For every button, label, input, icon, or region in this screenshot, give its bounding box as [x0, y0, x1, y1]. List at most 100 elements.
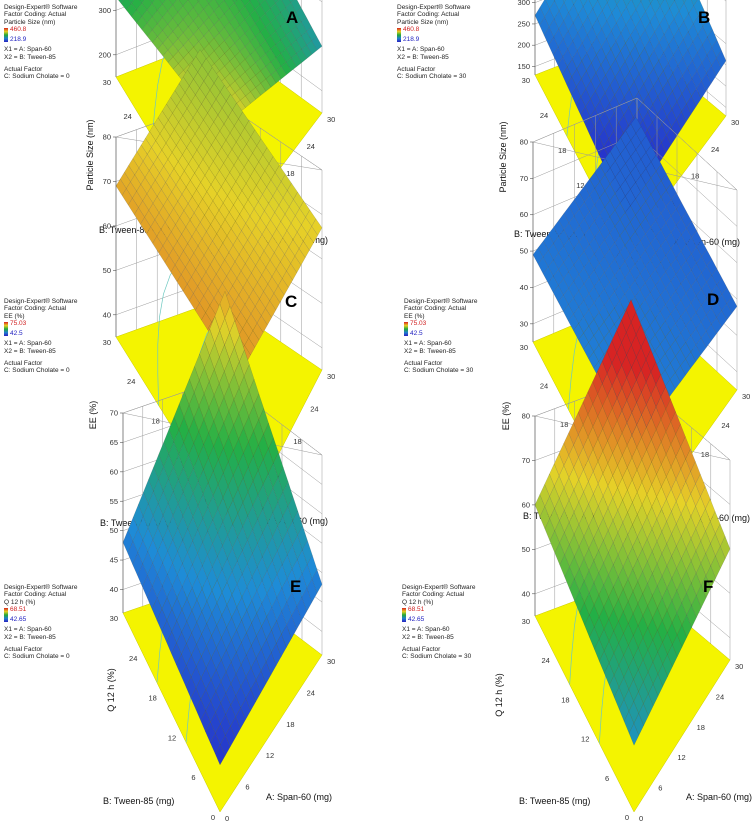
- surface-cell: [270, 70, 282, 84]
- legend-x2: X2 = B: Tween-85: [4, 633, 56, 641]
- surface-cell: [573, 14, 583, 34]
- surface-cell: [613, 554, 624, 578]
- surface-cell: [578, 283, 590, 301]
- y-tick-label: 24: [127, 377, 135, 386]
- surface-cell: [578, 6, 588, 26]
- surface-cell: [548, 36, 559, 56]
- surface-cell: [118, 0, 124, 4]
- surface-cell: [571, 0, 577, 5]
- surface-cell: [638, 637, 649, 661]
- legend-response: EE (%): [404, 312, 425, 320]
- surface-cell: [670, 208, 682, 226]
- surface-cell: [218, 13, 230, 28]
- surface-cell: [249, 0, 251, 2]
- surface-cell: [262, 522, 273, 548]
- y-tick-label: 24: [540, 382, 548, 391]
- x-tick-label: 30: [742, 392, 750, 401]
- surface-cell: [614, 0, 620, 6]
- surface-cell: [686, 604, 697, 628]
- surface-cell: [271, 597, 282, 622]
- surface-cell: [282, 481, 294, 507]
- surface-cell: [287, 520, 298, 546]
- surface-cell: [311, 36, 323, 51]
- surface-cell: [306, 40, 318, 55]
- y-tick-label: 18: [561, 695, 569, 704]
- legend-actual-factor: Actual Factor: [4, 646, 43, 654]
- z-tick-label: 50: [522, 545, 530, 554]
- surface-cell: [594, 181, 606, 199]
- surface-cell: [277, 466, 289, 493]
- z-axis-title: Q 12 h (%): [494, 673, 504, 717]
- surface-cell: [281, 0, 292, 9]
- surface-cell: [644, 308, 656, 326]
- z-tick-label: 70: [520, 174, 528, 183]
- surface-cell: [721, 303, 733, 321]
- surface-cell: [195, 302, 206, 321]
- z-tick-label: 250: [517, 19, 530, 28]
- legend-actual-factor: Actual Factor: [4, 66, 43, 74]
- surface-cell: [617, 544, 628, 568]
- surface-cell: [590, 72, 601, 92]
- surface-cell: [295, 7, 307, 23]
- surface-cell: [614, 186, 626, 204]
- x-tick-label: 18: [293, 437, 301, 446]
- surface-cell: [680, 342, 691, 360]
- surface-cell: [615, 32, 626, 52]
- surface-cell: [573, 434, 584, 458]
- surface-cell: [583, 436, 594, 460]
- y-axis-title: B: Tween-85 (mg): [519, 796, 590, 806]
- y-tick-label: 30: [110, 614, 118, 623]
- surface-cell: [640, 0, 642, 2]
- surface-cell: [544, 518, 555, 542]
- surface-cell: [592, 416, 603, 440]
- surface-cell: [578, 446, 589, 470]
- surface-cell: [599, 628, 610, 652]
- surface-cell: [670, 241, 682, 259]
- legend-e: Design-Expert® Software Factor Coding: A…: [4, 584, 77, 661]
- surface-cell: [271, 574, 283, 599]
- legend-min: 218.9: [10, 36, 27, 44]
- surface-cell: [579, 602, 590, 626]
- surface-cell: [553, 46, 563, 66]
- surface-cell: [290, 255, 302, 273]
- surface-cell: [618, 114, 629, 134]
- surface-cell: [265, 22, 276, 37]
- surface-cell: [236, 596, 247, 621]
- surface-cell: [645, 145, 657, 163]
- surface-cell: [248, 455, 259, 482]
- surface-cell: [622, 467, 633, 491]
- z-tick-label: 50: [520, 247, 528, 256]
- surface-cell: [187, 516, 198, 542]
- surface-cell: [572, 50, 582, 70]
- surface-cell: [240, 95, 251, 108]
- y-tick-label: 30: [103, 78, 111, 87]
- legend-x1: X1 = A: Span-60: [4, 46, 52, 54]
- surface-cell: [148, 491, 159, 517]
- surface-cell: [577, 42, 587, 62]
- surface-cell: [609, 226, 621, 243]
- surface-cell: [630, 231, 641, 249]
- legend-max: 68.51: [408, 606, 425, 614]
- surface-cell: [301, 17, 312, 32]
- surface-cell: [580, 88, 591, 108]
- legend-software: Design-Expert® Software: [4, 4, 78, 11]
- surface-cell: [674, 0, 676, 2]
- legend-fixed-factor: C: Sodium Cholate = 0: [4, 653, 70, 661]
- y-tick-label: 18: [560, 420, 568, 429]
- surface-cell: [151, 0, 163, 11]
- z-tick-label: 50: [110, 526, 118, 535]
- surface-cell: [287, 496, 298, 522]
- legend-coding: Factor Coding: Actual: [4, 591, 67, 599]
- y-tick-label: 18: [148, 694, 156, 703]
- surface-cell: [265, 74, 277, 88]
- z-tick-label: 80: [522, 412, 530, 421]
- surface-cell: [257, 0, 265, 5]
- surface-cell: [196, 588, 208, 613]
- surface-cell: [593, 572, 604, 596]
- legend-fixed-factor: C: Sodium Cholate = 0: [4, 73, 70, 81]
- legend-x1: X1 = A: Span-60: [4, 626, 52, 634]
- legend-coding: Factor Coding: Actual: [4, 11, 67, 19]
- surface-cell: [617, 499, 628, 523]
- legend-actual-factor: Actual Factor: [402, 646, 441, 654]
- surface-cell: [260, 26, 271, 41]
